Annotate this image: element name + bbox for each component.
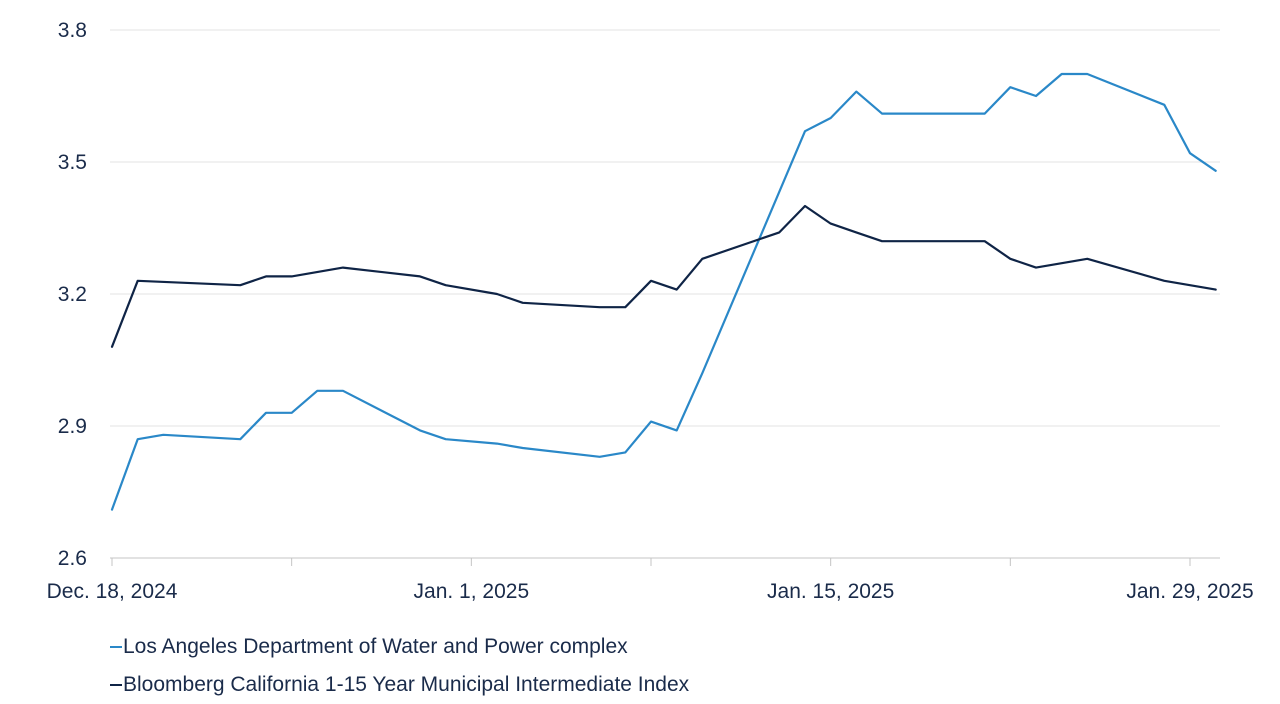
gridlines [110, 29, 1220, 427]
legend-swatch-ladwp [110, 646, 122, 648]
y-tick-label: 3.2 [58, 283, 87, 306]
y-axis-labels: 2.6 2.9 3.2 3.5 3.8 [58, 19, 87, 570]
y-tick-label: 2.6 [58, 547, 87, 570]
series-lines [110, 72, 1217, 511]
y-tick-label: 3.8 [58, 19, 87, 42]
y-tick-label: 2.9 [58, 415, 87, 438]
x-tick-label: Dec. 18, 2024 [47, 580, 178, 603]
legend-item-bloomberg-index: Bloomberg California 1-15 Year Municipal… [110, 666, 689, 704]
x-axis [110, 557, 1220, 566]
x-axis-labels: Dec. 18, 2024 Jan. 1, 2025 Jan. 15, 2025 Ja… [47, 580, 1254, 603]
legend-label-ladwp: Los Angeles Department of Water and Powe… [123, 635, 628, 658]
legend-item-ladwp: Los Angeles Department of Water and Powe… [110, 628, 689, 666]
series-line-bloomberg-index [110, 204, 1217, 348]
series-line-ladwp [110, 72, 1217, 511]
x-tick-label: Jan. 15, 2025 [767, 580, 894, 603]
legend-label-bloomberg-index: Bloomberg California 1-15 Year Municipal… [123, 673, 690, 696]
legend: Los Angeles Department of Water and Powe… [110, 628, 689, 704]
legend-swatch-bloomberg-index [110, 684, 122, 686]
x-tick-label: Jan. 1, 2025 [414, 580, 530, 603]
x-tick-label: Jan. 29, 2025 [1126, 580, 1253, 603]
y-tick-label: 3.5 [58, 151, 87, 174]
